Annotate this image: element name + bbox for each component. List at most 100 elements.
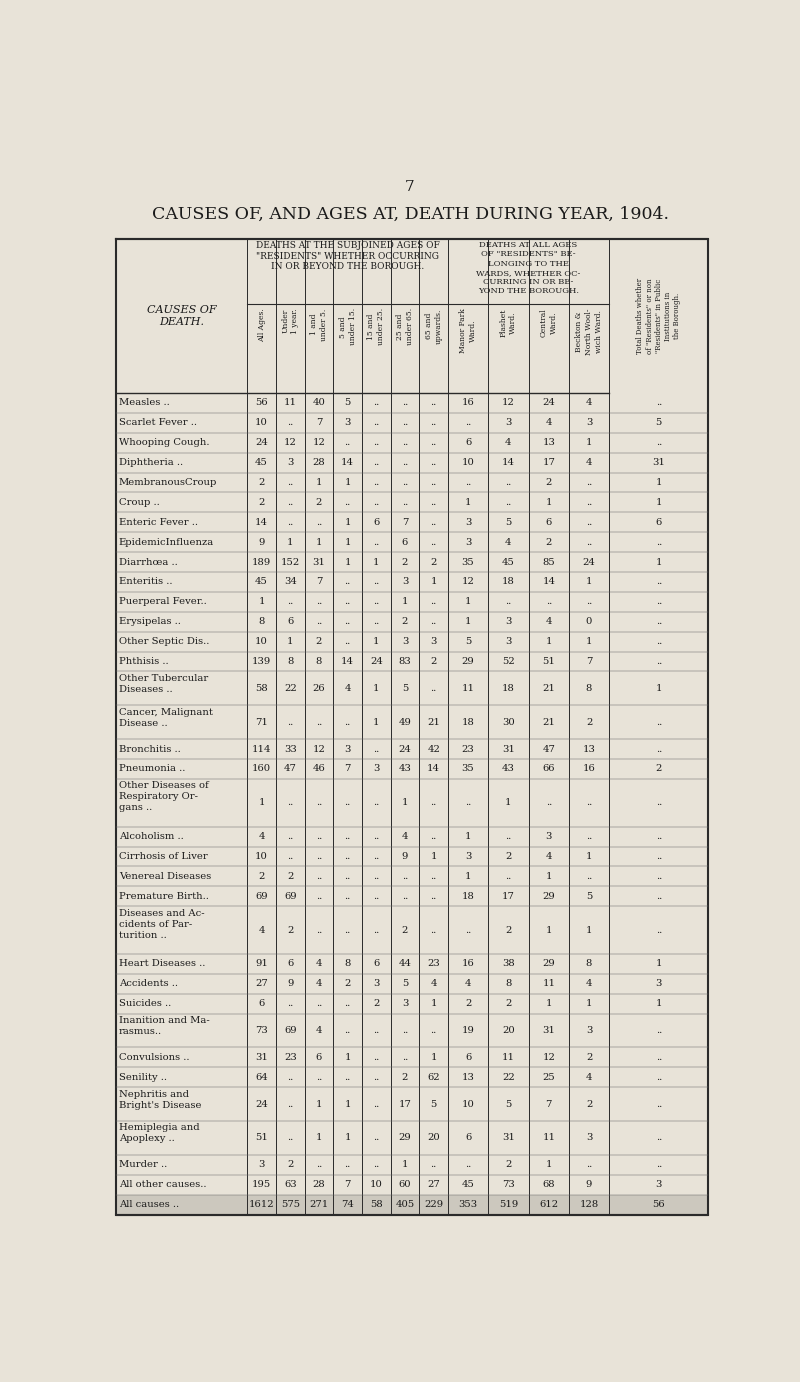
- Text: 12: 12: [284, 438, 297, 448]
- Text: 2: 2: [402, 926, 408, 934]
- Text: 1: 1: [373, 637, 379, 647]
- Text: 1: 1: [465, 597, 471, 607]
- Text: 2: 2: [506, 926, 512, 934]
- Text: 2: 2: [287, 926, 294, 934]
- Text: Heart Diseases ..: Heart Diseases ..: [118, 959, 205, 969]
- Text: 35: 35: [462, 764, 474, 774]
- Text: ..: ..: [316, 597, 322, 607]
- Text: ..: ..: [586, 518, 592, 527]
- Text: ..: ..: [373, 872, 379, 880]
- Text: 2: 2: [586, 1053, 592, 1061]
- Text: Beckton &
North Wool-
wich Ward.: Beckton & North Wool- wich Ward.: [575, 308, 603, 355]
- Text: ..: ..: [656, 398, 662, 408]
- Text: 52: 52: [502, 656, 515, 666]
- Text: 1: 1: [344, 557, 351, 567]
- Text: 4: 4: [316, 959, 322, 969]
- Text: 3: 3: [465, 518, 471, 527]
- Text: 66: 66: [542, 764, 555, 774]
- Text: 1: 1: [546, 999, 552, 1009]
- Text: 5: 5: [655, 419, 662, 427]
- Text: 1: 1: [430, 851, 437, 861]
- Text: 8: 8: [345, 959, 350, 969]
- Text: 7: 7: [345, 1180, 350, 1190]
- Text: 6: 6: [402, 538, 408, 547]
- Text: 1: 1: [344, 518, 351, 527]
- Text: 24: 24: [255, 1100, 268, 1108]
- Text: ..: ..: [430, 684, 437, 692]
- Text: 4: 4: [546, 419, 552, 427]
- Text: ..: ..: [287, 799, 294, 807]
- Text: Pneumonia ..: Pneumonia ..: [118, 764, 185, 774]
- Text: ..: ..: [373, 578, 379, 586]
- Text: 1: 1: [586, 851, 592, 861]
- Text: 6: 6: [373, 959, 379, 969]
- Text: 3: 3: [373, 980, 379, 988]
- Text: 1: 1: [586, 999, 592, 1009]
- Text: ..: ..: [656, 1100, 662, 1108]
- Text: 38: 38: [502, 959, 515, 969]
- Text: 1: 1: [586, 926, 592, 934]
- Text: 0: 0: [586, 618, 592, 626]
- Text: Puerperal Fever..: Puerperal Fever..: [118, 597, 206, 607]
- Text: ..: ..: [287, 518, 294, 527]
- Text: ..: ..: [430, 538, 437, 547]
- Text: 4: 4: [505, 438, 512, 448]
- Text: 17: 17: [502, 891, 515, 901]
- Text: 15 and
under 25.: 15 and under 25.: [367, 308, 385, 346]
- Text: ..: ..: [430, 799, 437, 807]
- Text: 3: 3: [287, 457, 294, 467]
- Text: ..: ..: [656, 618, 662, 626]
- Text: Suicides ..: Suicides ..: [118, 999, 171, 1009]
- Text: 5: 5: [586, 891, 592, 901]
- Text: Enteric Fever ..: Enteric Fever ..: [118, 518, 198, 527]
- Text: 11: 11: [542, 980, 555, 988]
- Text: 4: 4: [316, 1025, 322, 1035]
- Text: 189: 189: [252, 557, 271, 567]
- Text: 7: 7: [316, 419, 322, 427]
- Text: 3: 3: [402, 637, 408, 647]
- Text: 45: 45: [502, 557, 515, 567]
- Text: ..: ..: [430, 478, 437, 486]
- Text: ..: ..: [373, 438, 379, 448]
- Text: ..: ..: [373, 597, 379, 607]
- Text: 7: 7: [546, 1100, 552, 1108]
- Text: 1: 1: [316, 1133, 322, 1143]
- Text: 2: 2: [287, 872, 294, 880]
- Text: 4: 4: [505, 538, 512, 547]
- Text: 2: 2: [258, 498, 265, 507]
- Text: 6: 6: [465, 438, 471, 448]
- Text: 69: 69: [255, 891, 268, 901]
- Text: 1: 1: [655, 557, 662, 567]
- Text: 12: 12: [462, 578, 474, 586]
- Text: ..: ..: [373, 478, 379, 486]
- Text: 23: 23: [427, 959, 440, 969]
- Text: 18: 18: [502, 684, 515, 692]
- Text: ..: ..: [316, 872, 322, 880]
- Text: 71: 71: [255, 717, 268, 727]
- Text: 4: 4: [316, 980, 322, 988]
- Text: EpidemicInfluenza: EpidemicInfluenza: [118, 538, 214, 547]
- Text: 19: 19: [462, 1025, 474, 1035]
- Text: 14: 14: [502, 457, 515, 467]
- Text: 1: 1: [546, 926, 552, 934]
- Text: 51: 51: [542, 656, 555, 666]
- Text: DEATHS AT THE SUBJOINED AGES OF
"RESIDENTS" WHETHER OCCURRING
IN OR BEYOND THE B: DEATHS AT THE SUBJOINED AGES OF "RESIDEN…: [256, 242, 439, 271]
- Text: 6: 6: [465, 1053, 471, 1061]
- Text: 2: 2: [546, 478, 552, 486]
- Text: 4: 4: [586, 457, 592, 467]
- Text: 29: 29: [462, 656, 474, 666]
- Text: 3: 3: [430, 637, 437, 647]
- Text: 1: 1: [465, 618, 471, 626]
- Text: 12: 12: [502, 398, 515, 408]
- Text: 1: 1: [505, 799, 512, 807]
- Text: Other Septic Dis..: Other Septic Dis..: [118, 637, 209, 647]
- Text: 1: 1: [373, 557, 379, 567]
- Text: 2: 2: [402, 557, 408, 567]
- Text: 46: 46: [313, 764, 326, 774]
- Text: 4: 4: [258, 926, 265, 934]
- Text: ..: ..: [287, 717, 294, 727]
- Text: 74: 74: [341, 1200, 354, 1209]
- Text: 1612: 1612: [249, 1200, 274, 1209]
- Text: 5: 5: [430, 1100, 437, 1108]
- Text: 64: 64: [255, 1072, 268, 1082]
